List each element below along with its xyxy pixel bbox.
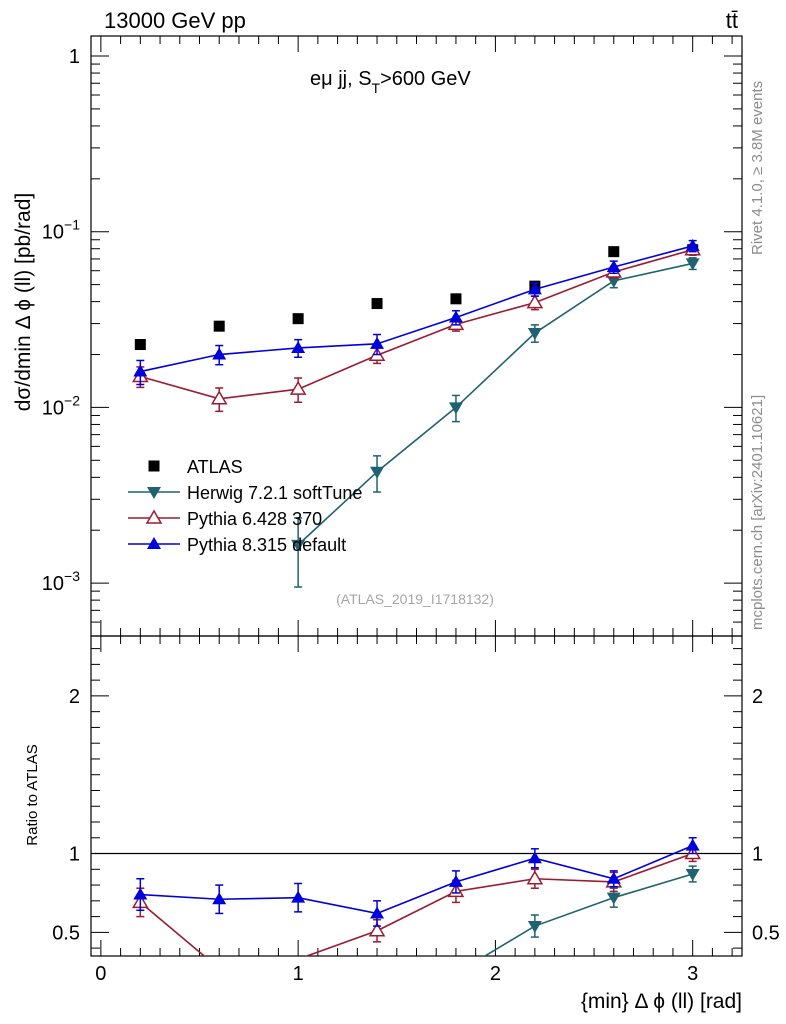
data-point-herwig-7-2-1-softtune — [606, 275, 621, 288]
data-point-herwig-7-2-1-softtune — [291, 539, 306, 552]
data-point-pythia-6-428-370 — [210, 390, 228, 405]
data-point-herwig-7-2-1-softtune — [527, 328, 542, 341]
data-point-herwig-7-2-1-softtune — [685, 869, 700, 882]
ratio-axis-ticks: 0 1 2 3 0.5 0.5 1 1 2 2 — [52, 636, 780, 985]
ratio-y-tick-label-right: 2 — [752, 686, 763, 708]
data-point-herwig-7-2-1-softtune — [527, 921, 542, 934]
data-point-pythia-6-428-370 — [368, 922, 386, 937]
legend-entry: Pythia 6.428 370 — [128, 509, 322, 529]
main-y-tick-label-base: 10 — [42, 222, 64, 244]
data-point-atlas — [292, 313, 304, 325]
main-panel-title-suffix: >600 GeV — [380, 68, 471, 90]
x-axis-title: {min} Δ ϕ (ll) [rad] — [581, 990, 742, 1013]
series-line-pythia-6-428-370 — [140, 248, 693, 400]
data-point-pythia-8-315-default — [291, 340, 306, 353]
main-panel-title-subscript: T — [372, 80, 381, 96]
ratio-y-tick-label: 0.5 — [52, 922, 80, 944]
analysis-id: (ATLAS_2019_I1718132) — [336, 591, 494, 607]
legend-entry: Herwig 7.2.1 softTune — [128, 483, 362, 503]
series-line-pythia-6-428-370 — [139, 852, 693, 956]
main-y-tick-label: 10−2 — [42, 392, 80, 419]
data-point-herwig-7-2-1-softtune — [448, 402, 463, 415]
energy-label: 13000 GeV pp — [104, 8, 246, 33]
legend-label: Pythia 8.315 default — [187, 535, 346, 555]
data-point-pythia-8-315-default — [527, 851, 542, 864]
data-point-pythia-8-315-default — [527, 282, 542, 295]
main-y-axis-title: dσ/dmin Δ ϕ (ll) [pb/rad] — [12, 193, 35, 412]
legend-label: Pythia 6.428 370 — [187, 509, 322, 529]
x-tick-label: 1 — [293, 963, 304, 985]
series-line-pythia-8-315-default — [140, 245, 693, 373]
rivet-version-label: Rivet 4.1.0, ≥ 3.8M events — [749, 81, 766, 255]
x-tick-label: 0 — [95, 963, 106, 985]
series-line-herwig-7-2-1-softtune — [483, 873, 693, 956]
mcplots-label: mcplots.cern.ch [arXiv:2401.10621] — [749, 395, 766, 630]
ratio-plot-frame — [90, 635, 743, 957]
data-point-herwig-7-2-1-softtune — [606, 892, 621, 905]
main-y-tick-label-base: 10 — [42, 573, 64, 595]
main-y-tick-label: 1 — [69, 46, 80, 68]
series-line-pythia-8-315-default — [140, 844, 693, 915]
data-point-atlas — [213, 320, 225, 332]
data-point-pythia-6-428-370 — [526, 870, 544, 885]
ratio-y-tick-label: 1 — [69, 844, 80, 866]
data-point-atlas — [371, 298, 383, 310]
ratio-y-tick-label-right: 1 — [752, 844, 763, 866]
x-tick-label: 2 — [490, 963, 501, 985]
legend-marker — [147, 537, 161, 549]
main-y-tick-label-exponent: −3 — [64, 568, 80, 584]
data-point-pythia-8-315-default — [448, 874, 463, 887]
main-y-tick-label: 10−3 — [42, 568, 80, 595]
data-point-atlas — [608, 246, 620, 258]
data-point-pythia-8-315-default — [291, 890, 306, 903]
main-panel-title-prefix: eμ jj, S — [310, 68, 372, 90]
data-point-pythia-8-315-default — [606, 259, 621, 272]
data-point-atlas — [134, 339, 146, 351]
data-point-pythia-6-428-370 — [289, 380, 307, 395]
data-point-pythia-8-315-default — [212, 892, 227, 905]
data-point-pythia-8-315-default — [370, 336, 385, 349]
data-point-atlas — [450, 293, 462, 305]
data-point-pythia-8-315-default — [370, 906, 385, 919]
data-point-herwig-7-2-1-softtune — [685, 258, 700, 271]
data-point-pythia-8-315-default — [448, 310, 463, 323]
main-panel-title: eμ jj, ST>600 GeV — [310, 68, 471, 96]
data-point-pythia-8-315-default — [133, 887, 148, 900]
legend-entry: Pythia 8.315 default — [128, 535, 346, 555]
main-data-series — [132, 238, 701, 588]
data-point-pythia-8-315-default — [685, 838, 700, 851]
data-point-pythia-8-315-default — [212, 347, 227, 360]
clipped-series-group — [132, 238, 701, 588]
main-axis-ticks: 110−110−210−3 — [42, 36, 742, 637]
main-y-tick-label-exponent: −2 — [64, 392, 80, 408]
process-label: tt̄ — [726, 8, 738, 33]
x-tick-label: 3 — [687, 963, 698, 985]
clipped-series-group — [132, 837, 701, 956]
ratio-data-series — [132, 837, 701, 956]
legend: ATLAS Herwig 7.2.1 softTune Pythia 6.428 3… — [128, 457, 362, 555]
series-line-herwig-7-2-1-softtune — [297, 262, 693, 546]
legend-marker — [147, 487, 161, 499]
main-y-tick-label: 10−1 — [42, 217, 80, 244]
data-point-pythia-8-315-default — [685, 238, 700, 251]
legend-label: Herwig 7.2.1 softTune — [187, 483, 362, 503]
main-y-tick-label-base: 10 — [42, 397, 64, 419]
data-point-pythia-8-315-default — [606, 871, 621, 884]
legend-marker — [145, 509, 163, 524]
ratio-y-axis-title: Ratio to ATLAS — [24, 744, 41, 845]
main-y-tick-label-base: 1 — [69, 46, 80, 68]
legend-label: ATLAS — [187, 457, 243, 477]
main-y-tick-label-exponent: −1 — [64, 217, 80, 233]
data-point-pythia-8-315-default — [133, 364, 148, 377]
legend-entry: ATLAS — [148, 457, 243, 477]
ratio-y-tick-label: 2 — [69, 686, 80, 708]
data-point-pythia-6-428-370 — [526, 294, 544, 309]
data-point-herwig-7-2-1-softtune — [370, 466, 385, 479]
ratio-y-tick-label-right: 0.5 — [752, 922, 780, 944]
legend-marker — [148, 460, 160, 472]
